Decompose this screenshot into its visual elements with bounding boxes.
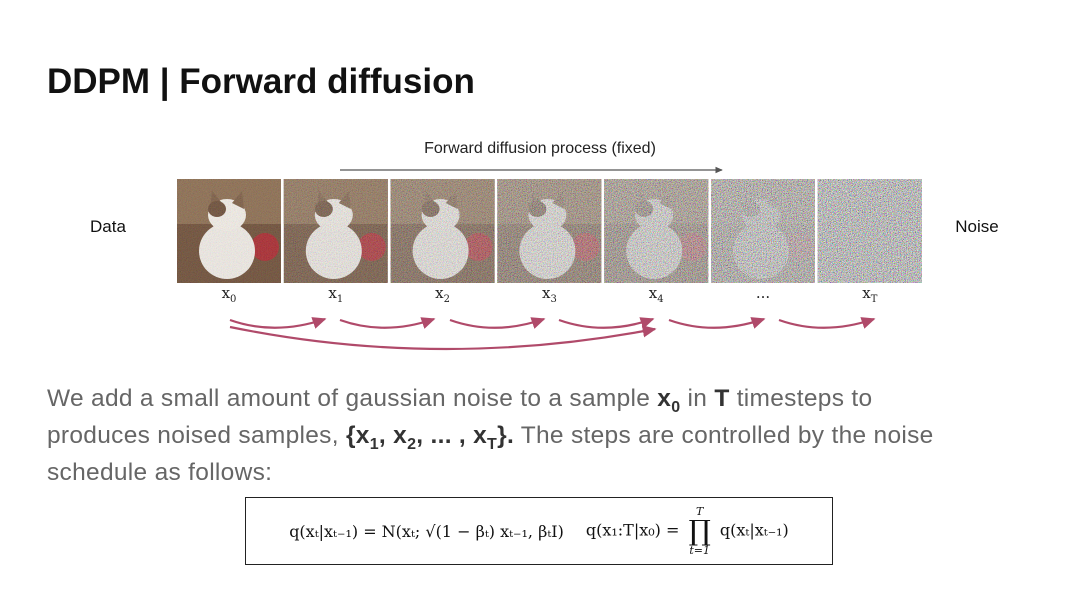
step-base: x <box>649 284 658 302</box>
step-sub: 2 <box>444 294 450 305</box>
bold-text: {x <box>345 422 370 449</box>
text: We add a small amount of gaussian noise … <box>47 385 658 412</box>
noise-overlay <box>604 179 709 283</box>
step-base: x <box>328 284 337 302</box>
data-label: Data <box>90 217 126 236</box>
step-sub: 1 <box>337 294 343 305</box>
step-label: xT <box>862 284 877 305</box>
formula-right-rhs: q(xₜ|xₜ₋₁) <box>719 520 789 540</box>
step-label: x1 <box>328 284 343 305</box>
diffusion-diagram: Forward diffusion process (fixed) Data N… <box>90 140 999 351</box>
step-image <box>604 179 709 283</box>
noise-overlay <box>711 179 815 283</box>
step-image <box>390 179 495 283</box>
product-lower: t=1 <box>689 544 710 557</box>
bold-text: , x <box>378 422 408 449</box>
noise-overlay <box>390 179 495 283</box>
formula-box: q(xₜ|xₜ₋₁) = N(xₜ; √(1 − βₜ) xₜ₋₁, βₜI) … <box>245 497 833 565</box>
arrows <box>229 317 876 351</box>
formula-left: q(xₜ|xₜ₋₁) = N(xₜ; √(1 − βₜ) xₜ₋₁, βₜI) <box>289 521 564 541</box>
product-symbol: ∏ <box>688 514 711 547</box>
step-image <box>711 179 815 283</box>
process-label: Forward diffusion process (fixed) <box>424 140 656 157</box>
text: The steps are controlled by the noise <box>514 422 934 449</box>
step-sub: T <box>871 294 878 305</box>
noise-overlay <box>177 179 281 283</box>
paragraph-line: produces noised samples, {x1, x2, ... , … <box>47 417 934 454</box>
step-label: ... <box>756 284 770 302</box>
paragraph: We add a small amount of gaussian noise … <box>47 380 934 491</box>
step-base: x <box>222 284 231 302</box>
text: schedule as follows: <box>47 459 273 486</box>
bold-text: 2 <box>407 436 417 453</box>
noise-overlay <box>497 179 602 283</box>
text: timesteps to <box>729 385 873 412</box>
step-base: x <box>435 284 444 302</box>
step-base: ... <box>756 284 770 302</box>
paragraph-line: We add a small amount of gaussian noise … <box>47 380 934 417</box>
formula-right: q(x₁:T|x₀) = T ∏ t=1 q(xₜ|xₜ₋₁) <box>586 506 789 556</box>
slide-title: DDPM | Forward diffusion <box>47 62 475 101</box>
bold-text: 1 <box>369 436 379 453</box>
product: T ∏ t=1 <box>688 506 710 556</box>
bold-text: T <box>487 436 498 453</box>
step-label: x3 <box>542 284 557 305</box>
step-image <box>177 179 281 283</box>
step-sub: 4 <box>657 294 663 305</box>
step-label: x2 <box>435 284 450 305</box>
bold-text: T <box>714 385 730 412</box>
bold-text: }. <box>497 422 515 449</box>
product-upper: T <box>695 505 704 518</box>
step-image <box>497 179 602 283</box>
bold-text: x <box>657 385 672 412</box>
step-sub: 0 <box>230 294 236 305</box>
text: produces noised samples, <box>47 422 346 449</box>
formula-right-lhs: q(x₁:T|x₀) = <box>585 520 680 540</box>
paragraph-line: schedule as follows: <box>47 454 934 491</box>
noise-overlay <box>283 179 388 283</box>
step-label: x4 <box>649 284 664 305</box>
bold-text: , ... , x <box>416 422 488 449</box>
noise-label: Noise <box>955 217 998 236</box>
noise-overlay <box>817 179 922 283</box>
step-sub: 3 <box>550 294 556 305</box>
text: in <box>680 385 715 412</box>
step-base: x <box>862 284 871 302</box>
step-label: x0 <box>222 284 237 305</box>
bold-text: 0 <box>671 399 681 416</box>
step-base: x <box>542 284 551 302</box>
step-image <box>283 179 388 283</box>
step-image <box>817 179 922 283</box>
